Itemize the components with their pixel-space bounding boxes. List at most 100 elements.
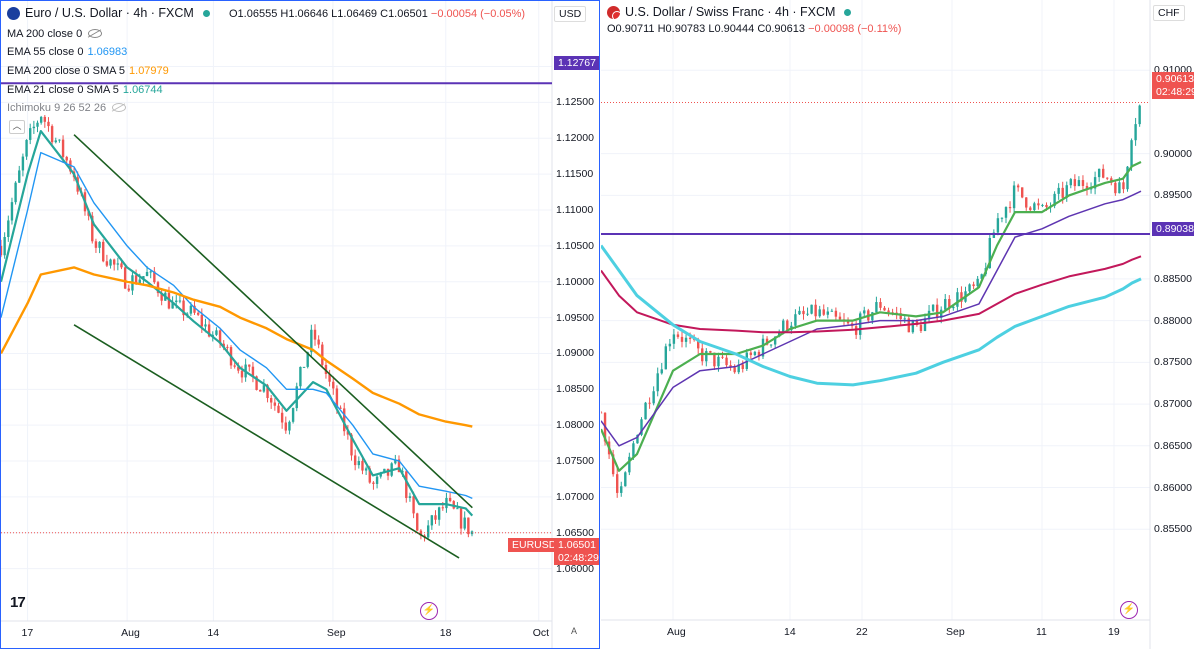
x-tick-label: Sep (326, 627, 346, 639)
auto-scale-button[interactable]: A (571, 626, 578, 636)
usdchf-ohlc: O0.90711 H0.90783 L0.90444 C0.90613 −0.0… (607, 23, 901, 35)
usdchf-plot[interactable] (601, 0, 1194, 649)
candle-body (688, 337, 692, 339)
y-tick-label: 0.86500 (1154, 439, 1192, 452)
last-price-tag: 0.90613 (1152, 72, 1194, 86)
candle-body (430, 515, 434, 526)
y-tick-label: 1.09500 (556, 311, 594, 324)
candle-body (624, 472, 627, 487)
candle-body (883, 307, 886, 311)
candle-body (273, 402, 277, 406)
candle-body (915, 320, 919, 326)
indicator-value: 1.06983 (87, 46, 128, 58)
candle-body (769, 344, 773, 346)
candle-body (1061, 187, 1064, 198)
candle-body (725, 357, 728, 366)
eye-hidden-icon[interactable] (88, 29, 103, 38)
candle-body (332, 381, 335, 389)
candle-body (1077, 180, 1081, 187)
x-tick-label: Aug (667, 626, 686, 638)
candle-body (408, 496, 412, 499)
indicator-ema55[interactable]: EMA 55 close 0 1.06983 (7, 46, 127, 58)
candle-body (1012, 185, 1016, 209)
candle-body (729, 365, 732, 368)
indicator-line-ema-200 (601, 244, 1142, 387)
market-open-icon (844, 8, 852, 16)
candle-body (980, 274, 983, 279)
y-tick-label: 1.12500 (556, 96, 594, 109)
candle-body (652, 391, 655, 404)
indicator-ema21[interactable]: EMA 21 close 0 SMA 5 1.06744 (7, 84, 163, 96)
candle-body (940, 309, 943, 318)
candle-body (761, 338, 765, 357)
candle-body (116, 263, 120, 265)
eurusd-symbol-title[interactable]: Euro / U.S. Dollar · 4h · FXCM (25, 6, 194, 20)
indicator-ema200[interactable]: EMA 200 close 0 SMA 5 1.07979 (7, 65, 169, 77)
candle-body (175, 300, 178, 303)
candle-body (660, 369, 663, 374)
market-open-icon (202, 9, 210, 17)
y-tick-label: 1.06500 (556, 526, 594, 539)
x-tick-label: 11 (1036, 626, 1047, 638)
candle-body (1097, 168, 1101, 178)
eurusd-chart-pane[interactable]: Euro / U.S. Dollar · 4h · FXCM O1.06555 … (0, 0, 600, 649)
y-tick-label: 1.10000 (556, 275, 594, 288)
candle-body (419, 530, 423, 536)
candle-body (952, 306, 955, 309)
candle-body (709, 351, 712, 353)
candle-body (944, 299, 947, 310)
candle-body (632, 443, 635, 457)
candle-body (171, 302, 174, 309)
candle-body (123, 267, 127, 289)
candle-body (445, 497, 448, 509)
candle-body (437, 507, 441, 520)
chevron-up-icon[interactable]: ︿ (9, 120, 25, 134)
candle-body (280, 412, 284, 423)
candle-body (58, 139, 61, 141)
candle-body (47, 121, 50, 127)
lightning-icon[interactable]: ⚡ (420, 602, 438, 620)
indicator-label: EMA 200 close 0 SMA 5 (7, 65, 126, 77)
candle-body (879, 302, 882, 308)
candle-body (120, 263, 123, 268)
candle-body (992, 232, 996, 238)
candle-body (684, 337, 688, 342)
indicator-ichimoku[interactable]: Ichimoku 9 26 52 26 (7, 102, 127, 114)
currency-label[interactable]: USD (554, 6, 587, 22)
eye-hidden-icon[interactable] (112, 103, 127, 112)
candle-body (284, 422, 287, 431)
candle-body (923, 318, 927, 332)
candle-body (721, 356, 724, 358)
candle-body (834, 310, 838, 317)
trend-channel-line (73, 134, 473, 509)
candle-body (802, 310, 805, 315)
y-tick-label: 0.87500 (1154, 356, 1192, 369)
candle-body (976, 278, 979, 287)
candle-body (39, 116, 43, 123)
candle-body (127, 288, 130, 291)
candle-body (310, 329, 313, 353)
tradingview-logo[interactable]: 17 (10, 594, 26, 611)
indicator-line-ema-200 (1, 266, 473, 428)
candle-body (277, 405, 280, 413)
candle-body (810, 304, 813, 314)
y-tick-label: 0.87000 (1154, 398, 1192, 411)
candle-body (434, 515, 437, 520)
candle-body (968, 284, 971, 292)
candle-body (830, 310, 834, 312)
ohlc-high: H0.90783 (657, 23, 706, 35)
currency-label[interactable]: CHF (1153, 5, 1185, 21)
x-tick-label: 17 (21, 627, 34, 639)
candle-body (1102, 168, 1105, 178)
usdchf-chart-pane[interactable]: U.S. Dollar / Swiss Franc · 4h · FXCM O0… (601, 0, 1194, 649)
indicator-ma200[interactable]: MA 200 close 0 (7, 28, 103, 40)
usdchf-symbol-title[interactable]: U.S. Dollar / Swiss Franc · 4h · FXCM (625, 5, 836, 19)
lightning-icon[interactable]: ⚡ (1120, 601, 1138, 619)
candle-body (324, 364, 328, 374)
candle-body (1073, 179, 1077, 187)
candle-body (1093, 177, 1097, 189)
candle-body (109, 259, 112, 266)
eurusd-plot[interactable] (1, 1, 600, 649)
ohlc-low: L0.90444 (708, 23, 755, 35)
candle-body (372, 482, 375, 484)
